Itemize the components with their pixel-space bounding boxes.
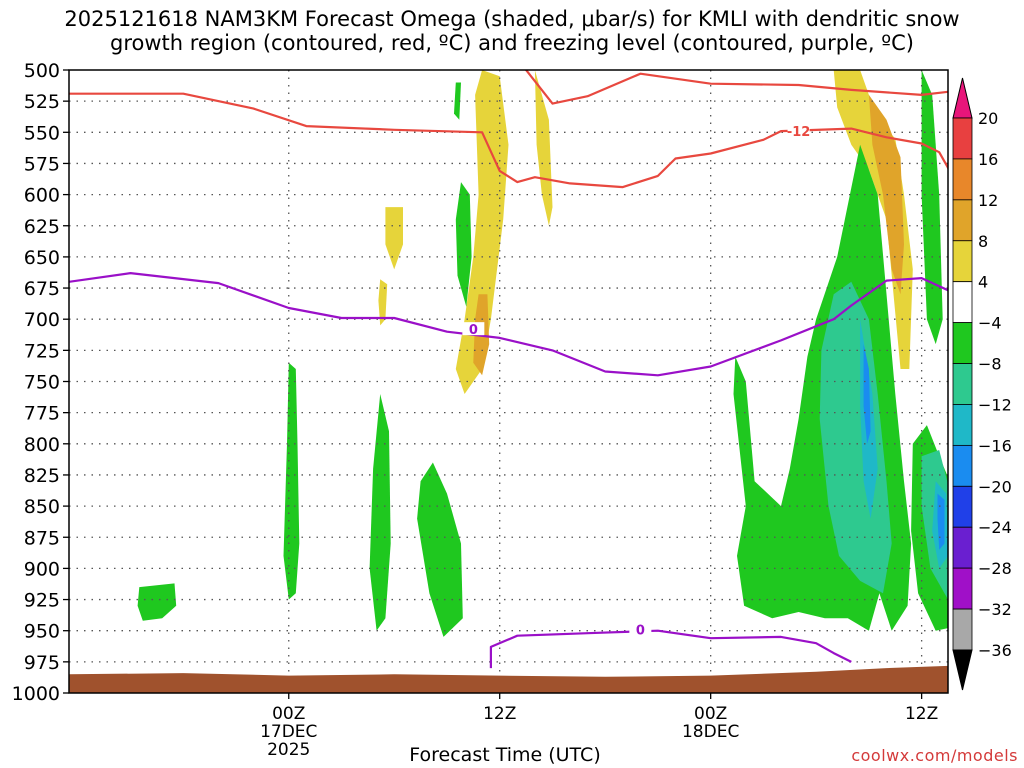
y-tick-label: 650	[24, 247, 60, 269]
colorbar-label: 4	[978, 273, 988, 292]
colorbar-bin	[952, 322, 973, 364]
y-tick-label: 550	[24, 122, 60, 144]
omega-region-3	[534, 70, 553, 226]
colorbar-bin	[952, 485, 973, 528]
y-axis: 500 525 550 575 600 625 650 675 700 725 750 775 800 8…	[12, 60, 69, 705]
omega-region-20	[937, 493, 945, 550]
y-tick-label: 900	[24, 558, 60, 580]
y-tick-label: 600	[24, 185, 60, 207]
colorbar-label: −16	[978, 436, 1012, 455]
omega-shading	[137, 70, 1024, 637]
chart-title-line-1: 2025121618 NAM3KM Forecast Omega (shaded…	[64, 7, 960, 31]
y-tick-label: 875	[24, 527, 60, 549]
omega-region-21	[283, 362, 300, 600]
omega-region-7	[868, 94, 904, 295]
colorbar-bin	[952, 404, 973, 446]
contour-label: -12	[787, 125, 811, 140]
colorbar-label: 8	[978, 232, 988, 251]
omega-region-10	[1010, 145, 1024, 220]
colorbar-bin	[952, 117, 973, 160]
omega-region-23	[417, 462, 463, 637]
colorbar-bin	[952, 526, 973, 569]
colorbar-label: 16	[978, 150, 998, 169]
colorbar-label: −8	[978, 355, 1002, 374]
contour-label-bg	[787, 124, 810, 138]
colorbar-label: −28	[978, 559, 1012, 578]
colorbar-label: −20	[978, 477, 1012, 496]
y-tick-label: 800	[24, 434, 60, 456]
terrain-area	[69, 665, 948, 693]
colorbar-bin	[952, 444, 973, 487]
colorbar-top-arrow	[952, 77, 973, 119]
contour-line-1	[524, 70, 948, 105]
y-tick-label: 500	[24, 60, 60, 82]
y-tick-label: 975	[24, 652, 60, 674]
y-tick-label: 700	[24, 309, 60, 331]
omega-region-14	[819, 281, 892, 594]
x-tick-year: 2025	[267, 740, 310, 760]
colorbar-label: 20	[978, 109, 998, 128]
x-tick-label: 00Z	[694, 704, 727, 724]
omega-region-1	[455, 70, 509, 394]
omega-region-5	[454, 82, 461, 120]
x-axis: 00Z17DEC202512Z00Z18DEC12Z00Z19DEC	[260, 693, 938, 760]
contour-line-5	[489, 629, 852, 669]
x-tick-label: 12Z	[483, 704, 516, 724]
terrain-fill	[69, 665, 948, 693]
contour-line-4	[69, 272, 948, 377]
x-tick-date: 18DEC	[682, 722, 739, 742]
omega-region-0	[385, 207, 403, 270]
contour-label: 0	[636, 623, 645, 638]
colorbar-label: −24	[978, 518, 1012, 537]
colorbar-bin	[952, 158, 973, 201]
chart-title-line-2: growth region (contoured, red, ºC) and f…	[110, 31, 914, 55]
omega-region-8	[921, 70, 943, 345]
omega-region-4	[455, 182, 472, 307]
colorbar-label: 12	[978, 191, 998, 210]
y-tick-label: 625	[24, 216, 60, 238]
colorbar-bin	[952, 363, 973, 405]
colorbar-label: −12	[978, 395, 1012, 414]
colorbar-bin	[952, 281, 973, 324]
x-tick-label: 00Z	[272, 704, 305, 724]
colorbar-bin	[952, 608, 973, 651]
y-tick-label: 825	[24, 465, 60, 487]
omega-region-9	[988, 70, 1024, 294]
y-tick-label: 1000	[12, 683, 60, 705]
y-tick-label: 675	[24, 278, 60, 300]
omega-region-29	[378, 279, 388, 326]
omega-region-24	[137, 583, 177, 621]
colorbar-label: −32	[978, 600, 1012, 619]
contour-label: 0	[469, 323, 478, 338]
y-tick-label: 750	[24, 372, 60, 394]
contour-label-bg	[629, 622, 652, 636]
x-tick-date: 17DEC	[260, 722, 317, 742]
x-axis-label: Forecast Time (UTC)	[409, 744, 601, 766]
omega-region-22	[369, 394, 391, 631]
y-tick-label: 925	[24, 590, 60, 612]
colorbar: 20 16 12 8 4 −4 −8 −12 −16 −20 −24 −28 −32 −36	[952, 77, 1012, 691]
colorbar-bin	[952, 240, 973, 283]
contour-line-0	[69, 92, 948, 189]
y-tick-label: 575	[24, 153, 60, 175]
colorbar-label: −36	[978, 641, 1012, 660]
colorbar-label: −4	[978, 314, 1002, 333]
colorbar-bin	[952, 567, 973, 610]
x-tick-label: 12Z	[905, 704, 938, 724]
y-tick-label: 725	[24, 340, 60, 362]
omega-region-16	[863, 344, 871, 444]
y-tick-label: 525	[24, 91, 60, 113]
colorbar-bin	[952, 199, 973, 242]
y-tick-label: 775	[24, 403, 60, 425]
credit-text: coolwx.com/models	[851, 746, 1018, 765]
y-tick-label: 850	[24, 496, 60, 518]
contour-label-bg	[462, 322, 485, 336]
y-tick-label: 950	[24, 621, 60, 643]
colorbar-bottom-arrow	[952, 649, 973, 691]
